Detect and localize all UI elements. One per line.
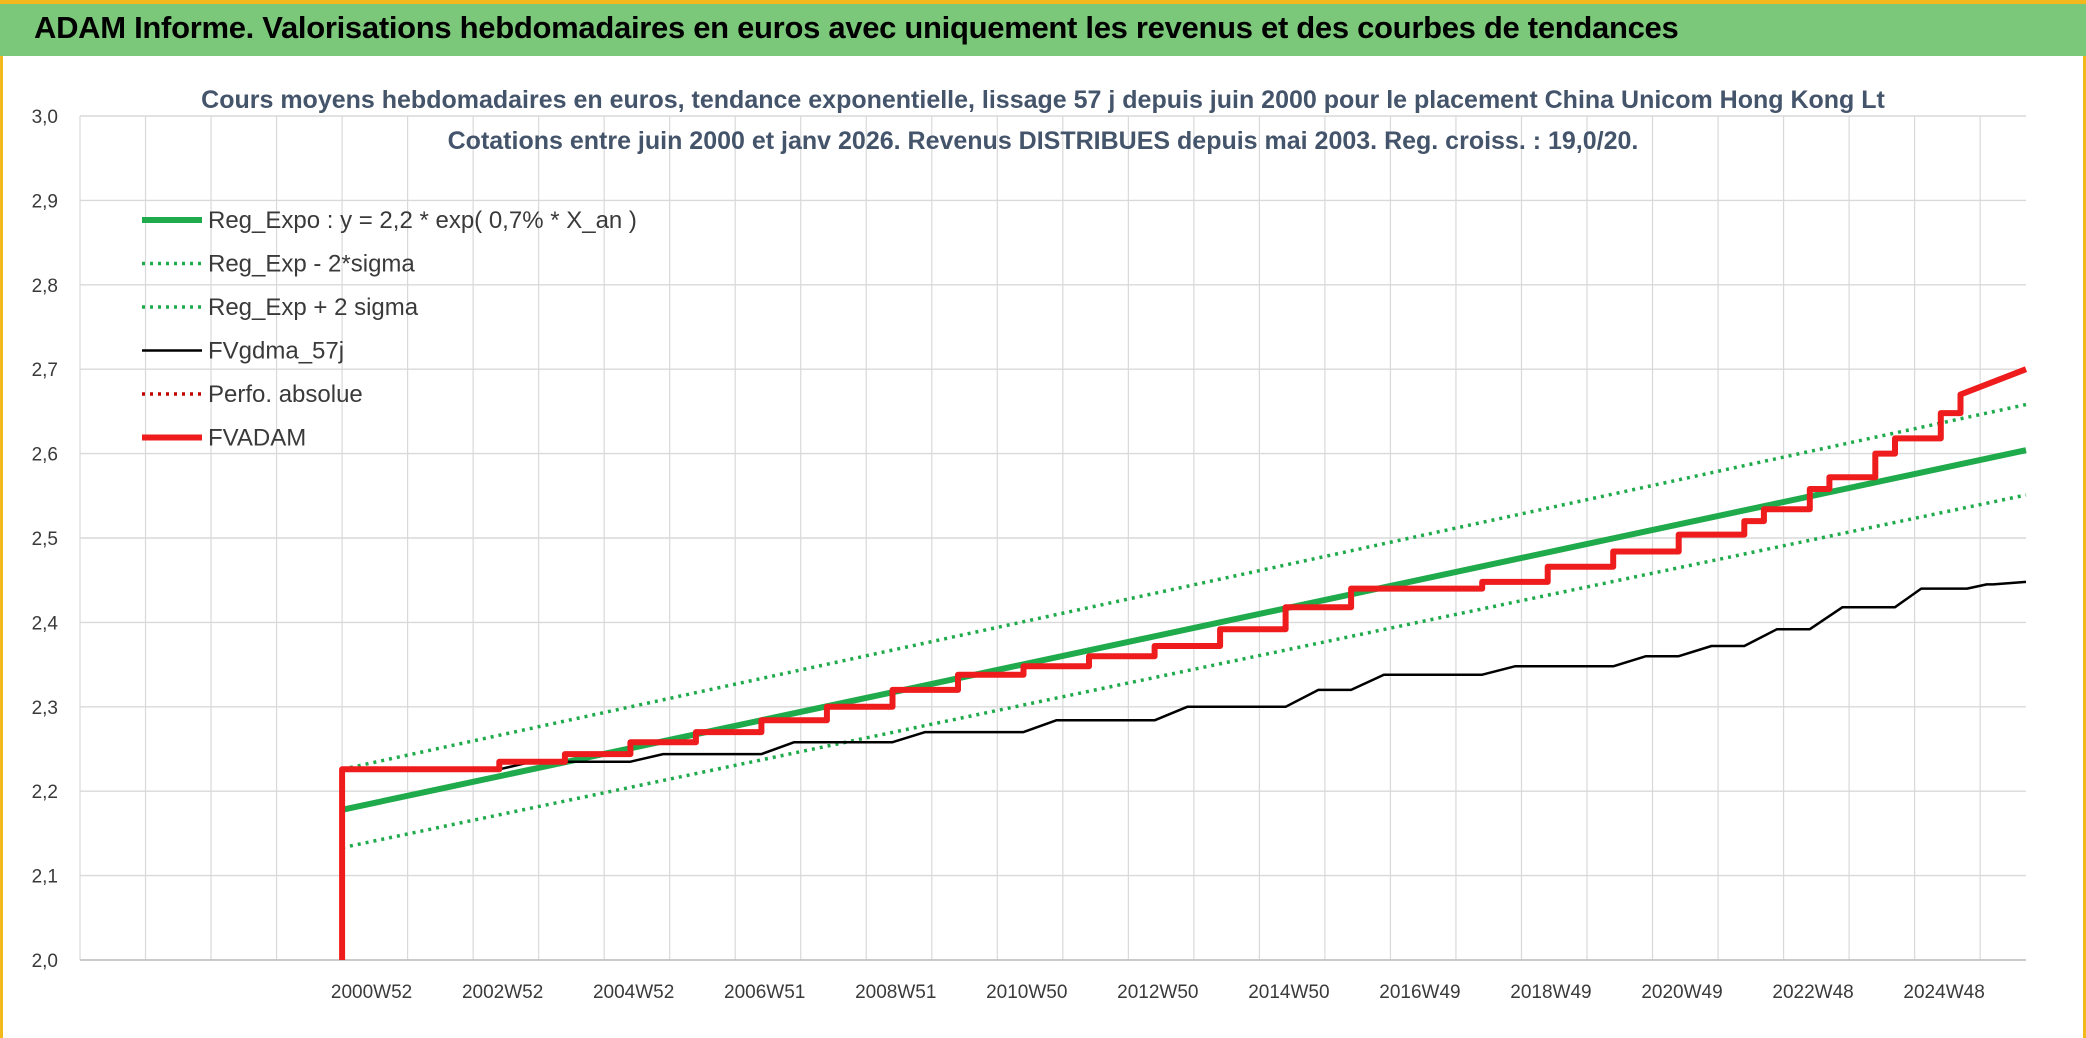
series-lines: [339, 366, 2028, 960]
x-tick-label: 2014W50: [1248, 982, 1329, 1003]
x-tick-label: 2012W50: [1117, 982, 1198, 1003]
y-tick-label: 2,5: [32, 529, 58, 550]
y-tick-label: 3,0: [32, 107, 58, 128]
x-tick-label: 2016W49: [1379, 982, 1460, 1003]
x-tick-label: 2008W51: [855, 982, 936, 1003]
chart-title-line: Cotations entre juin 2000 et janv 2026. …: [448, 127, 1639, 155]
series-line-3: [342, 580, 2027, 771]
series-line-5: [339, 366, 2028, 960]
x-tick-label: 2022W48: [1772, 982, 1853, 1003]
y-tick-label: 2,6: [32, 445, 58, 466]
x-tick-label: 2002W52: [462, 982, 543, 1003]
chart-title: Cours moyens hebdomadaires en euros, ten…: [201, 86, 1885, 155]
legend-label: Perfo. absolue: [208, 381, 363, 408]
chart-title-line: Cours moyens hebdomadaires en euros, ten…: [201, 86, 1885, 114]
x-tick-label: 2010W50: [986, 982, 1067, 1003]
legend-label: Reg_Exp + 2 sigma: [208, 294, 419, 321]
report-title: ADAM Informe. Valorisations hebdomadaire…: [34, 10, 1679, 45]
y-tick-label: 2,9: [32, 191, 58, 212]
series-line-0: [341, 447, 2027, 813]
legend-label: FVADAM: [208, 425, 306, 452]
y-tick-label: 2,2: [32, 782, 58, 803]
x-tick-label: 2024W48: [1903, 982, 1984, 1003]
y-tick-label: 2,8: [32, 276, 58, 297]
y-tick-label: 2,1: [32, 867, 58, 888]
series-line-1: [341, 493, 2027, 850]
x-tick-label: 2000W52: [331, 982, 412, 1003]
y-tick-label: 2,7: [32, 360, 58, 381]
x-tick-label: 2020W49: [1641, 982, 1722, 1003]
legend: Reg_Expo : y = 2,2 * exp( 0,7% * X_an ) R…: [142, 207, 637, 452]
legend-label: FVgdma_57j: [208, 338, 344, 365]
report-banner: ADAM Informe. Valorisations hebdomadaire…: [0, 0, 2086, 56]
y-tick-label: 2,4: [32, 613, 59, 634]
x-tick-label: 2006W51: [724, 982, 805, 1003]
chart-frame: [0, 56, 2086, 1038]
grid: [79, 115, 2026, 961]
series-line-2: [341, 402, 2027, 772]
axes: 2,0 2,1 2,2 2,3 2,4 2,5 2,6 2,7 2,8 2,9 3,0 2000W52…: [32, 107, 2026, 1003]
x-tick-label: 2004W52: [593, 982, 674, 1003]
y-tick-label: 2,0: [32, 951, 58, 972]
x-tick-label: 2018W49: [1510, 982, 1591, 1003]
legend-label: Reg_Expo : y = 2,2 * exp( 0,7% * X_an ): [208, 207, 637, 234]
y-tick-label: 2,3: [32, 698, 58, 719]
legend-label: Reg_Exp - 2*sigma: [208, 251, 415, 278]
